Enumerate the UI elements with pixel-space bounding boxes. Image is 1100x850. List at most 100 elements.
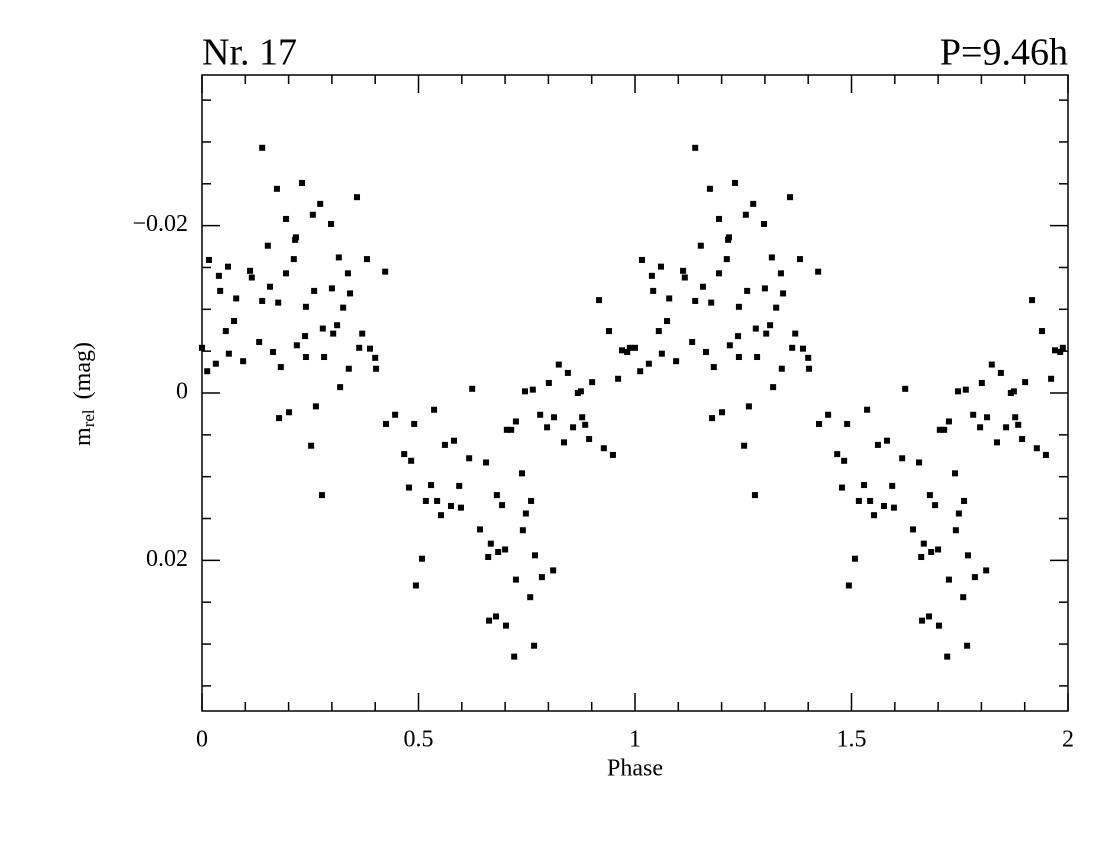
data-point bbox=[955, 388, 962, 395]
data-point bbox=[537, 411, 544, 418]
data-point bbox=[1019, 436, 1026, 443]
data-point bbox=[259, 297, 266, 304]
data-point bbox=[1059, 344, 1066, 351]
y-tick-label: 0 bbox=[176, 379, 188, 405]
data-point bbox=[889, 482, 896, 489]
data-point bbox=[321, 354, 328, 361]
data-point bbox=[1012, 414, 1019, 421]
data-point bbox=[382, 268, 389, 275]
data-point bbox=[960, 594, 967, 601]
data-point bbox=[709, 415, 716, 422]
data-point bbox=[259, 144, 266, 151]
data-point bbox=[217, 287, 224, 294]
data-point bbox=[405, 484, 412, 491]
data-point bbox=[918, 554, 925, 561]
data-point bbox=[732, 179, 739, 186]
data-point bbox=[971, 574, 978, 581]
data-point bbox=[650, 287, 657, 294]
data-point bbox=[673, 358, 680, 365]
data-point bbox=[240, 358, 247, 365]
data-point bbox=[767, 322, 774, 329]
data-point bbox=[577, 388, 584, 395]
x-tick-label: 1 bbox=[629, 727, 641, 753]
data-point bbox=[224, 263, 231, 270]
data-point bbox=[692, 297, 699, 304]
data-point bbox=[916, 459, 923, 466]
data-point bbox=[508, 426, 515, 433]
data-point bbox=[841, 457, 848, 464]
data-point bbox=[606, 328, 613, 335]
data-point bbox=[292, 234, 299, 241]
data-point bbox=[476, 526, 483, 533]
data-point bbox=[1003, 424, 1010, 431]
data-point bbox=[344, 270, 351, 277]
data-point bbox=[655, 328, 662, 335]
data-point bbox=[493, 492, 500, 499]
data-point bbox=[441, 441, 448, 448]
data-point bbox=[359, 330, 366, 337]
data-point bbox=[708, 299, 715, 306]
data-point bbox=[550, 567, 557, 574]
data-point bbox=[689, 338, 696, 345]
data-point bbox=[919, 617, 926, 624]
data-point bbox=[408, 457, 415, 464]
data-point bbox=[485, 554, 492, 561]
data-point bbox=[531, 642, 538, 649]
data-point bbox=[199, 344, 205, 351]
plot-frame bbox=[201, 74, 1069, 712]
data-point bbox=[215, 272, 222, 279]
data-point bbox=[308, 442, 315, 449]
data-point bbox=[283, 270, 290, 277]
data-point bbox=[311, 287, 318, 294]
data-point bbox=[988, 361, 995, 368]
data-point bbox=[619, 347, 626, 354]
y-label-symbol: m bbox=[70, 427, 96, 446]
data-point bbox=[763, 330, 770, 337]
data-point bbox=[789, 344, 796, 351]
data-point bbox=[936, 426, 943, 433]
x-tick-label: 1.5 bbox=[837, 727, 867, 753]
data-point bbox=[356, 344, 363, 351]
data-point bbox=[231, 318, 238, 325]
data-point bbox=[955, 510, 962, 517]
data-point bbox=[928, 549, 935, 555]
data-point bbox=[531, 552, 538, 559]
data-point bbox=[495, 549, 502, 555]
data-point bbox=[483, 459, 490, 466]
data-point bbox=[582, 421, 589, 428]
data-point bbox=[880, 502, 887, 509]
data-point bbox=[624, 348, 631, 355]
data-point bbox=[1015, 421, 1022, 428]
data-point bbox=[884, 437, 891, 444]
data-point bbox=[428, 482, 435, 489]
data-point bbox=[302, 354, 309, 361]
data-point bbox=[871, 512, 878, 519]
data-point bbox=[800, 345, 807, 352]
data-point bbox=[560, 439, 567, 446]
data-point bbox=[864, 406, 871, 413]
data-point bbox=[816, 420, 823, 427]
data-point bbox=[761, 220, 768, 227]
data-point bbox=[290, 256, 297, 263]
data-point bbox=[834, 451, 841, 458]
data-point bbox=[318, 492, 325, 499]
data-point bbox=[319, 325, 326, 332]
data-point bbox=[825, 411, 832, 418]
data-point bbox=[502, 622, 509, 629]
data-point bbox=[264, 242, 271, 249]
data-point bbox=[330, 330, 337, 337]
data-point bbox=[248, 274, 255, 281]
data-point bbox=[648, 272, 655, 279]
data-point bbox=[337, 384, 344, 391]
data-point bbox=[1057, 348, 1064, 355]
data-point bbox=[1042, 451, 1049, 458]
data-point bbox=[944, 653, 951, 660]
data-point bbox=[302, 333, 309, 340]
data-point bbox=[1039, 328, 1046, 335]
data-point bbox=[270, 348, 277, 355]
data-point bbox=[551, 414, 558, 421]
data-point bbox=[222, 328, 229, 335]
x-tick-label: 0 bbox=[196, 727, 208, 753]
data-point bbox=[902, 385, 909, 392]
data-point bbox=[335, 254, 342, 261]
